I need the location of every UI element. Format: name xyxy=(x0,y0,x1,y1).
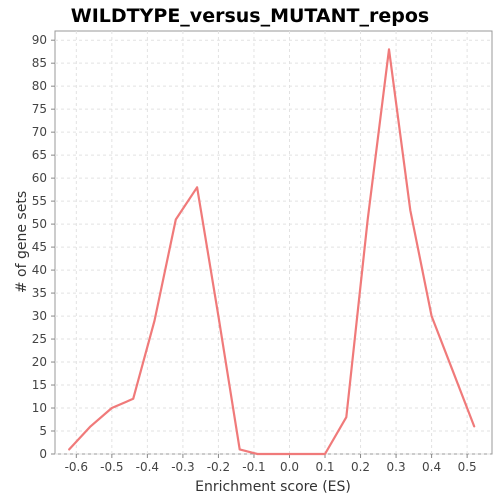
series-layer xyxy=(68,48,476,456)
y-tick-label: 0 xyxy=(39,447,47,461)
series-line xyxy=(68,48,476,456)
x-tick-label: 0.2 xyxy=(351,460,370,474)
x-tick-label: 0.5 xyxy=(458,460,477,474)
y-tick-label: 65 xyxy=(32,148,47,162)
y-tick-label: 10 xyxy=(32,401,47,415)
grid-lines xyxy=(55,31,492,455)
y-tick-label: 15 xyxy=(32,378,47,392)
y-tick-label: 35 xyxy=(32,286,47,300)
y-tick-label: 5 xyxy=(39,424,47,438)
y-tick-label: 40 xyxy=(32,263,47,277)
x-tick-label: -0.3 xyxy=(171,460,194,474)
y-tick-label: 90 xyxy=(32,33,47,47)
x-tick-label: -0.1 xyxy=(242,460,265,474)
y-tick-label: 45 xyxy=(32,240,47,254)
y-tick-label: 70 xyxy=(32,125,47,139)
y-tick-label: 75 xyxy=(32,102,47,116)
y-tick-label: 20 xyxy=(32,355,47,369)
y-tick-label: 30 xyxy=(32,309,47,323)
x-axis-label: Enrichment score (ES) xyxy=(195,479,351,495)
x-axis-ticks: -0.6 -0.5 -0.4 -0.3 -0.2 -0.1 0.0 0.1 0.2 0.3 0.4 0… xyxy=(65,454,477,474)
y-tick-label: 60 xyxy=(32,171,47,185)
plot-area xyxy=(54,30,493,455)
x-tick-label: 0.4 xyxy=(422,460,441,474)
x-tick-label: -0.5 xyxy=(100,460,123,474)
chart-title: WILDTYPE_versus_MUTANT_repos xyxy=(71,5,429,27)
y-tick-label: 85 xyxy=(32,56,47,70)
y-tick-label: 25 xyxy=(32,332,47,346)
x-tick-label: 0.0 xyxy=(280,460,299,474)
x-tick-label: -0.2 xyxy=(207,460,230,474)
y-tick-label: 55 xyxy=(32,194,47,208)
y-tick-label: 50 xyxy=(32,217,47,231)
x-tick-label: 0.3 xyxy=(387,460,406,474)
y-tick-label: 80 xyxy=(32,79,47,93)
x-tick-label: -0.6 xyxy=(65,460,88,474)
y-axis-ticks: 0 5 10 15 20 25 30 35 40 45 50 55 60 65 70 75 80 85 90 xyxy=(32,33,55,461)
x-tick-label: 0.1 xyxy=(315,460,334,474)
x-tick-label: -0.4 xyxy=(136,460,159,474)
y-axis-label: # of gene sets xyxy=(14,191,30,293)
